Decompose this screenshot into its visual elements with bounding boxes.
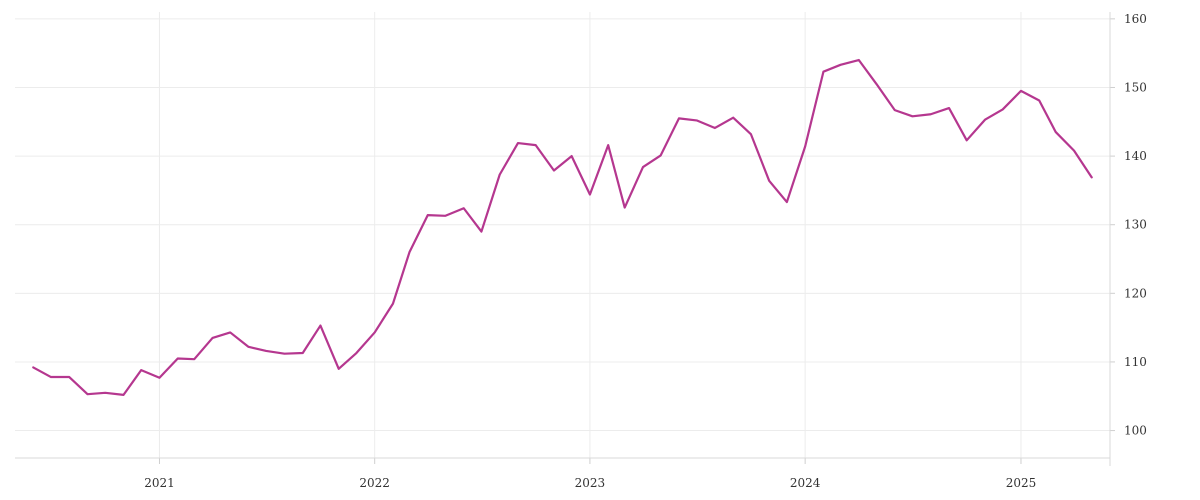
data-point[interactable]	[892, 108, 897, 113]
data-point[interactable]	[121, 392, 126, 397]
data-point[interactable]	[264, 348, 269, 353]
data-point[interactable]	[622, 205, 627, 210]
data-point[interactable]	[874, 82, 879, 87]
data-point[interactable]	[103, 390, 108, 395]
y-tick-label: 150	[1124, 80, 1147, 94]
data-point[interactable]	[372, 330, 377, 335]
data-point[interactable]	[910, 114, 915, 119]
data-point[interactable]	[784, 200, 789, 205]
data-point[interactable]	[228, 330, 233, 335]
data-point[interactable]	[947, 106, 952, 111]
data-point[interactable]	[964, 138, 969, 143]
data-point[interactable]	[838, 62, 843, 67]
grid	[15, 12, 1110, 458]
data-point[interactable]	[479, 229, 484, 234]
data-point[interactable]	[48, 375, 53, 380]
data-point[interactable]	[856, 58, 861, 63]
data-point[interactable]	[425, 213, 430, 218]
data-point[interactable]	[461, 206, 466, 211]
data-point[interactable]	[85, 392, 90, 397]
data-point[interactable]	[982, 117, 987, 122]
data-point[interactable]	[336, 366, 341, 371]
data-point[interactable]	[533, 143, 538, 148]
data-point[interactable]	[731, 115, 736, 120]
data-point[interactable]	[551, 168, 556, 173]
data-point[interactable]	[246, 344, 251, 349]
data-point[interactable]	[210, 335, 215, 340]
data-point[interactable]	[300, 351, 305, 356]
y-tick-label: 160	[1124, 12, 1147, 26]
data-point[interactable]	[443, 213, 448, 218]
series-line	[32, 58, 1093, 396]
y-tick-label: 130	[1124, 218, 1147, 232]
data-point[interactable]	[658, 153, 663, 158]
data-point[interactable]	[640, 165, 645, 170]
data-point[interactable]	[928, 112, 933, 117]
data-point[interactable]	[1018, 88, 1023, 93]
data-point[interactable]	[803, 144, 808, 149]
y-tick-label: 140	[1124, 149, 1147, 163]
data-point[interactable]	[606, 143, 611, 148]
x-tick-label: 2022	[359, 476, 390, 490]
y-tick-label: 110	[1124, 355, 1147, 369]
data-point[interactable]	[192, 357, 197, 362]
data-point[interactable]	[694, 118, 699, 123]
data-point[interactable]	[569, 154, 574, 159]
x-tick-label: 2021	[144, 476, 175, 490]
data-point[interactable]	[1053, 130, 1058, 135]
data-point[interactable]	[318, 323, 323, 328]
data-point[interactable]	[821, 69, 826, 74]
x-tick-label: 2023	[575, 476, 606, 490]
data-point[interactable]	[497, 172, 502, 177]
y-tick-label: 100	[1124, 424, 1147, 438]
data-point[interactable]	[1072, 148, 1077, 153]
axes	[15, 12, 1115, 466]
data-point[interactable]	[354, 351, 359, 356]
data-point[interactable]	[282, 351, 287, 356]
data-point[interactable]	[712, 125, 717, 130]
data-point[interactable]	[157, 375, 162, 380]
data-point[interactable]	[139, 368, 144, 373]
data-point[interactable]	[676, 116, 681, 121]
data-point[interactable]	[175, 356, 180, 361]
x-tick-label: 2025	[1006, 476, 1037, 490]
data-point[interactable]	[390, 301, 395, 306]
x-tick-label: 2024	[790, 476, 821, 490]
y-tick-label: 120	[1124, 286, 1147, 300]
data-point[interactable]	[748, 132, 753, 137]
data-point[interactable]	[515, 141, 520, 146]
data-point[interactable]	[1037, 98, 1042, 103]
data-point[interactable]	[67, 375, 72, 380]
data-point[interactable]	[407, 250, 412, 255]
data-point[interactable]	[587, 192, 592, 197]
data-point[interactable]	[1089, 175, 1094, 180]
tick-labels: 100 110 120 130 140 150 160 2021 2022 2023 2024 202…	[144, 12, 1147, 490]
series-layer	[31, 58, 1094, 397]
data-point[interactable]	[31, 365, 36, 370]
data-point[interactable]	[1000, 107, 1005, 112]
data-point[interactable]	[767, 178, 772, 183]
